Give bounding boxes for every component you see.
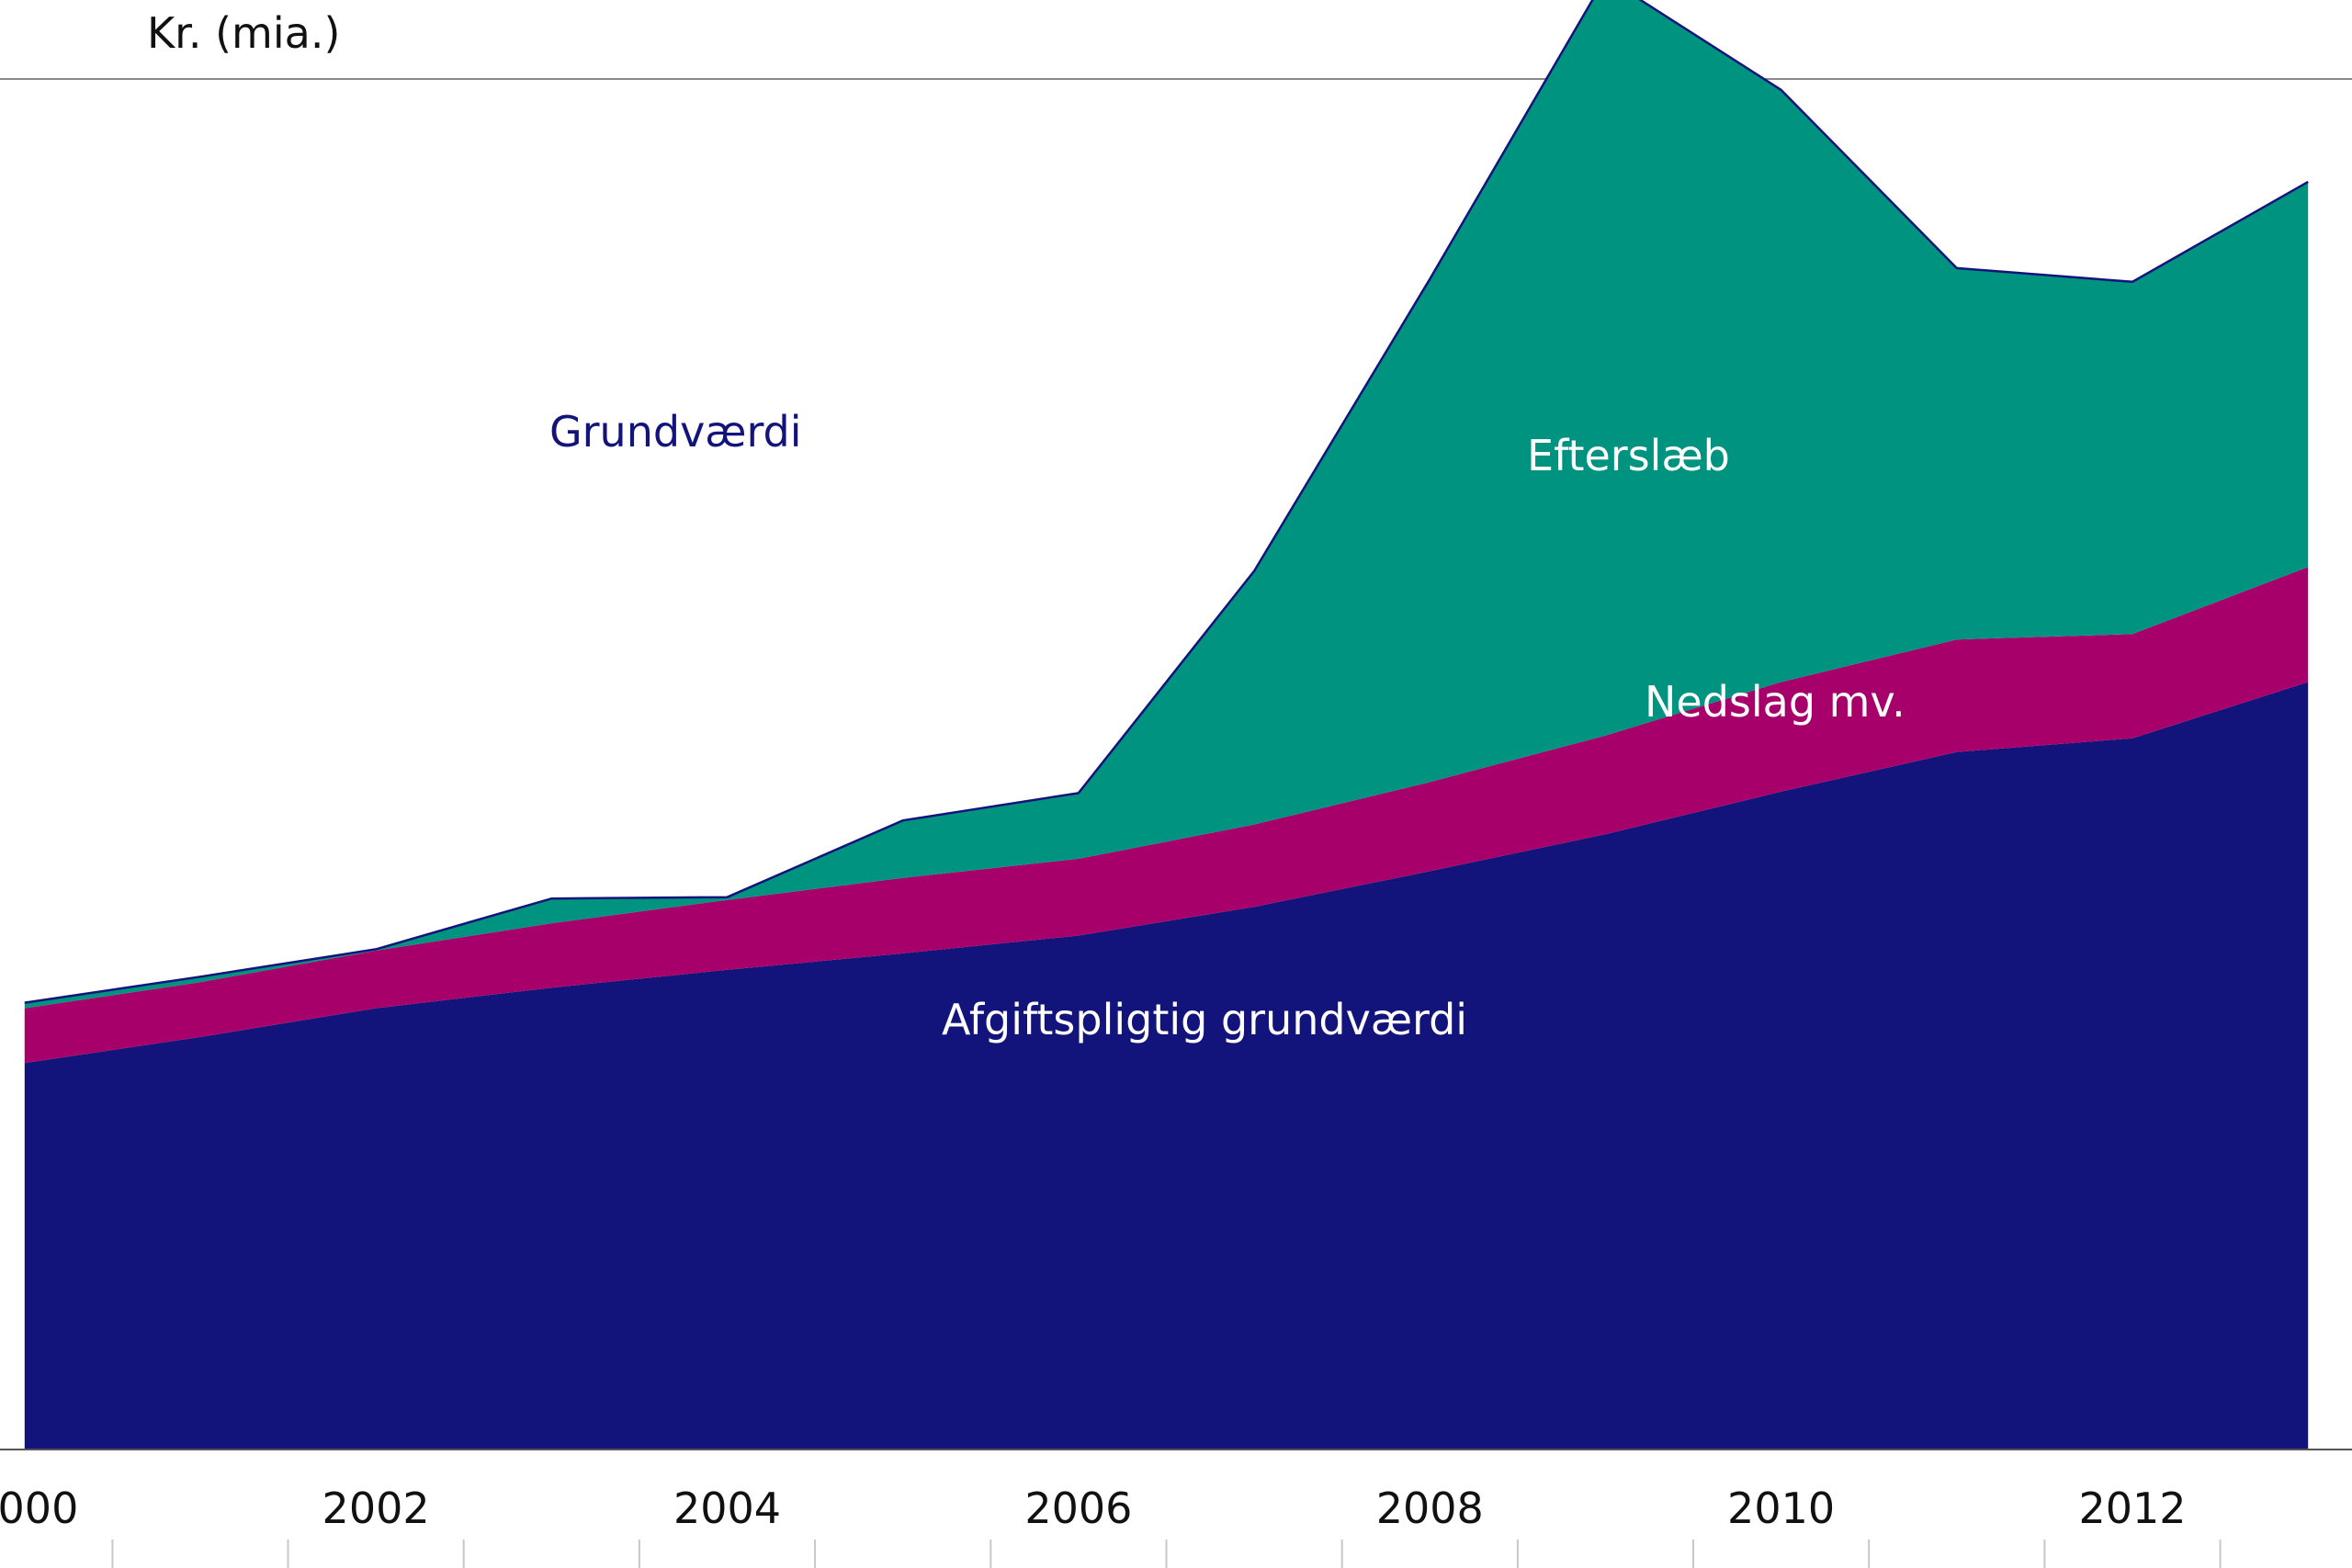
x-tick-label: 2000 [0,1483,78,1533]
annotation-efterslaeb: Efterslæb [1527,431,1730,480]
x-tick-label: 2010 [1727,1483,1835,1533]
annotation-grundvaerdi: Grundværdi [549,407,802,457]
grundvaerdi-total-line [24,0,2309,1004]
annotation-afgiftspligtig-grundvaerdi: Afgiftspligtig grundværdi [942,995,1467,1044]
x-tick-label: 2006 [1024,1483,1132,1533]
x-tick-label: 2002 [322,1483,430,1533]
x-tick-label: 2012 [2078,1483,2186,1533]
area-series-group [24,0,2309,1450]
area-afgiftspligtig-grundværdi [24,682,2309,1450]
annotation-nedslag: Nedslag mv. [1645,677,1905,727]
x-tick-label: 2008 [1376,1483,1484,1533]
x-axis-ticks: 2000 2002 2004 2006 2008 2010 2012 [0,1483,2222,1568]
area-nedslag-mv [24,567,2309,1064]
y-axis-label: Kr. (mia.) [147,8,340,58]
x-tick-label: 2004 [673,1483,781,1533]
area-efterslæb [24,0,2309,1009]
